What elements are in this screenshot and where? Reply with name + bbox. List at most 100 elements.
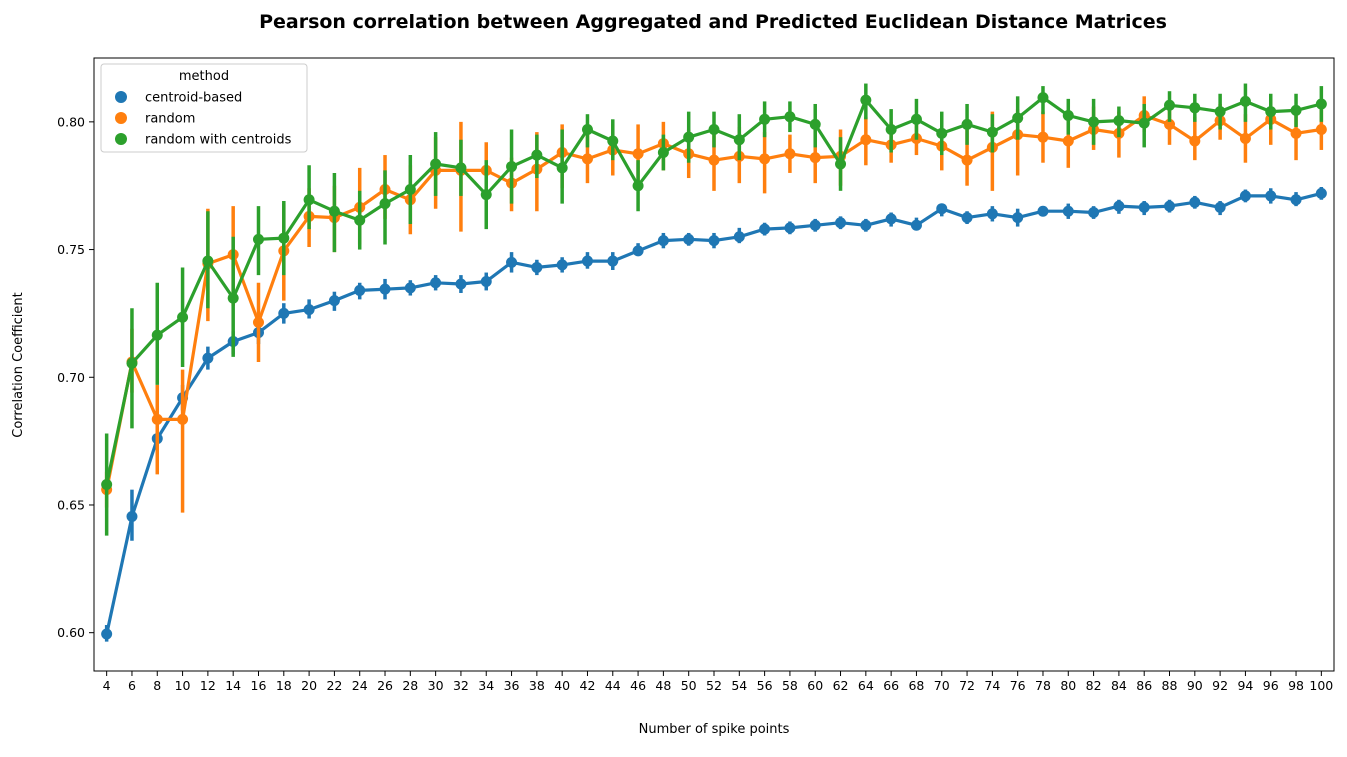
y-axis-ticks: 0.60 0.65 0.70 0.75 0.80 — [57, 114, 94, 640]
data-point — [657, 147, 669, 159]
data-point — [809, 152, 821, 164]
x-tick-label: 80 — [1060, 678, 1076, 693]
data-point — [860, 219, 872, 231]
x-tick-label: 8 — [153, 678, 161, 693]
data-point — [683, 131, 695, 143]
x-tick-label: 64 — [858, 678, 874, 693]
legend-marker — [115, 112, 127, 124]
x-tick-label: 34 — [478, 678, 494, 693]
data-point — [885, 213, 897, 225]
data-point — [961, 118, 973, 130]
data-point — [1037, 131, 1049, 143]
data-point — [784, 111, 796, 123]
data-point — [328, 295, 340, 307]
plot-area — [93, 57, 1335, 672]
legend-entry-label: random — [145, 112, 195, 127]
y-axis-label: Correlation Coefficient — [11, 292, 26, 438]
data-point — [1164, 99, 1176, 111]
data-point — [354, 214, 366, 226]
legend-marker — [115, 91, 127, 103]
data-point — [1164, 200, 1176, 212]
data-point — [632, 148, 644, 160]
x-tick-label: 84 — [1111, 678, 1127, 693]
data-point — [1214, 201, 1226, 213]
data-point — [910, 219, 922, 231]
data-point — [581, 124, 593, 136]
x-tick-label: 60 — [807, 678, 823, 693]
data-point — [1290, 194, 1302, 206]
data-point — [809, 118, 821, 130]
y-tick-label: 0.60 — [57, 625, 85, 640]
legend-title: method — [179, 69, 229, 84]
x-tick-label: 42 — [580, 678, 596, 693]
data-point — [531, 149, 543, 161]
x-tick-label: 38 — [529, 678, 545, 693]
y-tick-label: 0.75 — [57, 242, 85, 257]
x-tick-label: 66 — [883, 678, 899, 693]
data-point — [835, 158, 847, 170]
data-point — [1290, 104, 1302, 116]
data-point — [936, 203, 948, 215]
series-centroid-based — [101, 186, 1327, 642]
y-tick-label: 0.65 — [57, 497, 85, 512]
data-point — [632, 245, 644, 257]
x-tick-label: 78 — [1035, 678, 1051, 693]
x-tick-label: 28 — [402, 678, 418, 693]
x-tick-label: 82 — [1086, 678, 1102, 693]
x-tick-label: 12 — [200, 678, 216, 693]
data-point — [581, 153, 593, 165]
data-point — [1062, 109, 1074, 121]
x-axis-label: Number of spike points — [639, 722, 790, 737]
data-point — [986, 126, 998, 138]
x-tick-label: 96 — [1263, 678, 1279, 693]
data-point — [506, 256, 518, 268]
data-point — [759, 153, 771, 165]
data-point — [177, 311, 189, 323]
data-point — [961, 212, 973, 224]
data-point — [1138, 117, 1150, 129]
data-point — [177, 413, 189, 425]
x-tick-label: 32 — [453, 678, 469, 693]
data-point — [936, 127, 948, 139]
x-tick-label: 70 — [934, 678, 950, 693]
x-tick-label: 72 — [959, 678, 975, 693]
data-point — [860, 134, 872, 146]
data-point — [430, 158, 442, 170]
x-tick-label: 76 — [1010, 678, 1026, 693]
data-point — [480, 275, 492, 287]
data-point — [708, 124, 720, 136]
x-tick-label: 54 — [731, 678, 747, 693]
y-tick-label: 0.70 — [57, 370, 85, 385]
data-point — [303, 194, 315, 206]
data-point — [835, 217, 847, 229]
data-point — [531, 261, 543, 273]
legend-frame — [100, 63, 308, 153]
data-point — [151, 329, 163, 341]
x-tick-label: 30 — [428, 678, 444, 693]
x-tick-label: 4 — [103, 678, 111, 693]
data-point — [455, 278, 467, 290]
data-point — [910, 113, 922, 125]
data-point — [1088, 207, 1100, 219]
data-point — [1214, 106, 1226, 118]
data-point — [1189, 135, 1201, 147]
x-tick-label: 58 — [782, 678, 798, 693]
data-point — [556, 259, 568, 271]
data-point — [556, 162, 568, 174]
x-tick-label: 50 — [681, 678, 697, 693]
data-point — [278, 307, 290, 319]
data-point — [708, 154, 720, 166]
data-point — [404, 184, 416, 196]
data-point — [151, 413, 163, 425]
x-tick-label: 74 — [984, 678, 1000, 693]
data-point — [1239, 190, 1251, 202]
data-point — [1315, 98, 1327, 110]
x-tick-label: 36 — [504, 678, 520, 693]
data-point — [632, 180, 644, 192]
x-tick-label: 88 — [1162, 678, 1178, 693]
data-point — [683, 233, 695, 245]
data-point — [581, 255, 593, 267]
legend-entry-label: random with centroids — [145, 133, 292, 148]
data-point — [101, 628, 113, 640]
